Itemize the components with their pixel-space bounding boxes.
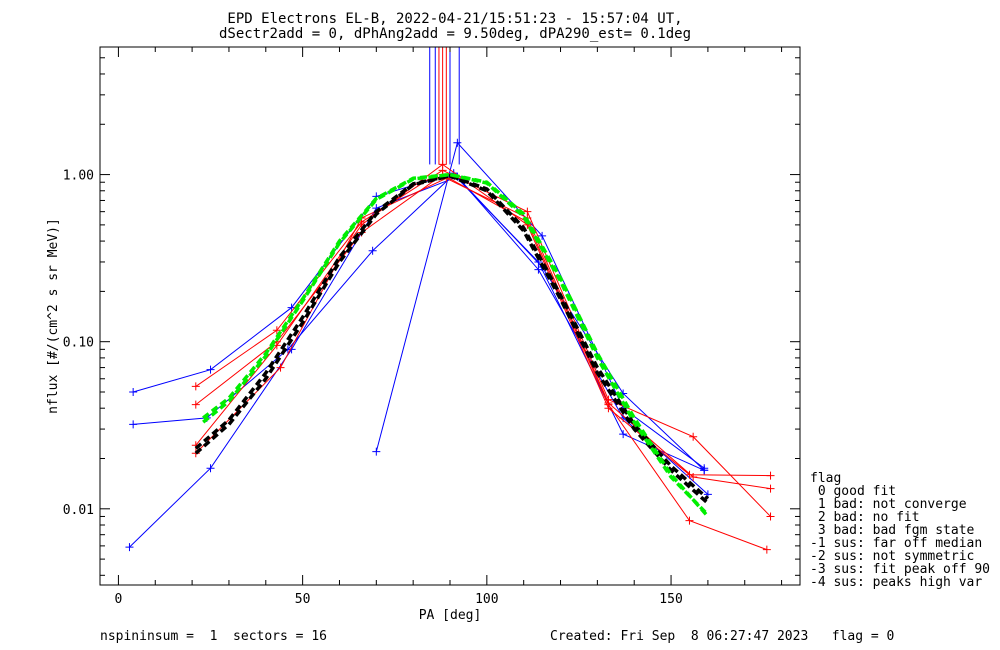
- data-point: [129, 420, 138, 429]
- y-tick-label: 1.00: [63, 169, 94, 184]
- chart-subtitle: dSectr2add = 0, dPhAng2add = 9.50deg, dP…: [219, 26, 691, 42]
- data-point: [438, 160, 447, 169]
- series-line: [195, 173, 768, 551]
- x-tick-label: 100: [475, 592, 498, 607]
- footer-right: Created: Fri Sep 8 06:27:47 2023 flag = …: [550, 629, 894, 644]
- data-point: [191, 382, 200, 391]
- legend-item: -2 sus: not symmetric: [810, 549, 974, 564]
- data-point: [129, 388, 138, 396]
- data-point: [368, 246, 377, 255]
- series-line: [195, 163, 771, 477]
- x-tick-label: 50: [295, 592, 311, 607]
- data-point: [206, 464, 215, 473]
- y-tick-label: 0.10: [63, 336, 94, 351]
- legend: flag 0 good fit 1 bad: not converge 2 ba…: [810, 471, 990, 590]
- series-line: [195, 177, 771, 490]
- series-line: [195, 169, 771, 517]
- fit-curve: [202, 172, 710, 517]
- plot-area: [125, 47, 775, 554]
- legend-item: -3 sus: fit peak off 90: [810, 562, 990, 577]
- series-line: [129, 176, 709, 548]
- data-point: [206, 365, 215, 374]
- fit-curve: [194, 174, 710, 505]
- data-point: [191, 400, 200, 409]
- data-point: [766, 471, 775, 480]
- x-axis-label: PA [deg]: [419, 608, 482, 623]
- data-point: [689, 432, 698, 441]
- legend-item: 1 bad: not converge: [810, 497, 967, 512]
- data-point: [276, 363, 285, 372]
- legend-item: 3 bad: bad fgm state: [810, 523, 975, 538]
- data-point: [534, 265, 543, 274]
- data-point: [372, 447, 381, 456]
- data-point: [619, 430, 628, 439]
- data-point: [685, 516, 694, 525]
- footer-left: nspininsum = 1 sectors = 16: [100, 629, 327, 644]
- series-line: [375, 141, 705, 469]
- x-tick-label: 150: [659, 592, 682, 607]
- data-point: [272, 326, 281, 335]
- legend-item: 2 bad: no fit: [810, 510, 920, 525]
- y-axis: 0.01 0.10 1.00: [63, 57, 800, 576]
- data-point: [762, 545, 771, 554]
- data-point: [700, 464, 709, 473]
- legend-item: -1 sus: far off median: [810, 536, 982, 551]
- x-tick-label: 0: [115, 592, 123, 607]
- y-tick-label: 0.01: [63, 503, 94, 518]
- data-point: [125, 543, 134, 552]
- data-point: [766, 484, 775, 493]
- fit-curve: [194, 173, 710, 500]
- chart-title: EPD Electrons EL-B, 2022-04-21/15:51:23 …: [227, 11, 682, 27]
- legend-item: 0 good fit: [810, 484, 896, 499]
- x-axis: 0 50 100 150: [115, 47, 783, 607]
- series-line: [133, 173, 705, 471]
- data-point: [538, 231, 547, 240]
- data-point: [689, 473, 698, 481]
- data-point: [453, 138, 462, 147]
- data-point: [604, 398, 613, 407]
- y-axis-label: nflux [#/(cm^2 s sr MeV)]: [46, 218, 61, 414]
- legend-title: flag: [810, 471, 841, 486]
- legend-item: -4 sus: peaks high var: [810, 575, 982, 590]
- data-point: [766, 512, 775, 521]
- data-point: [191, 449, 200, 458]
